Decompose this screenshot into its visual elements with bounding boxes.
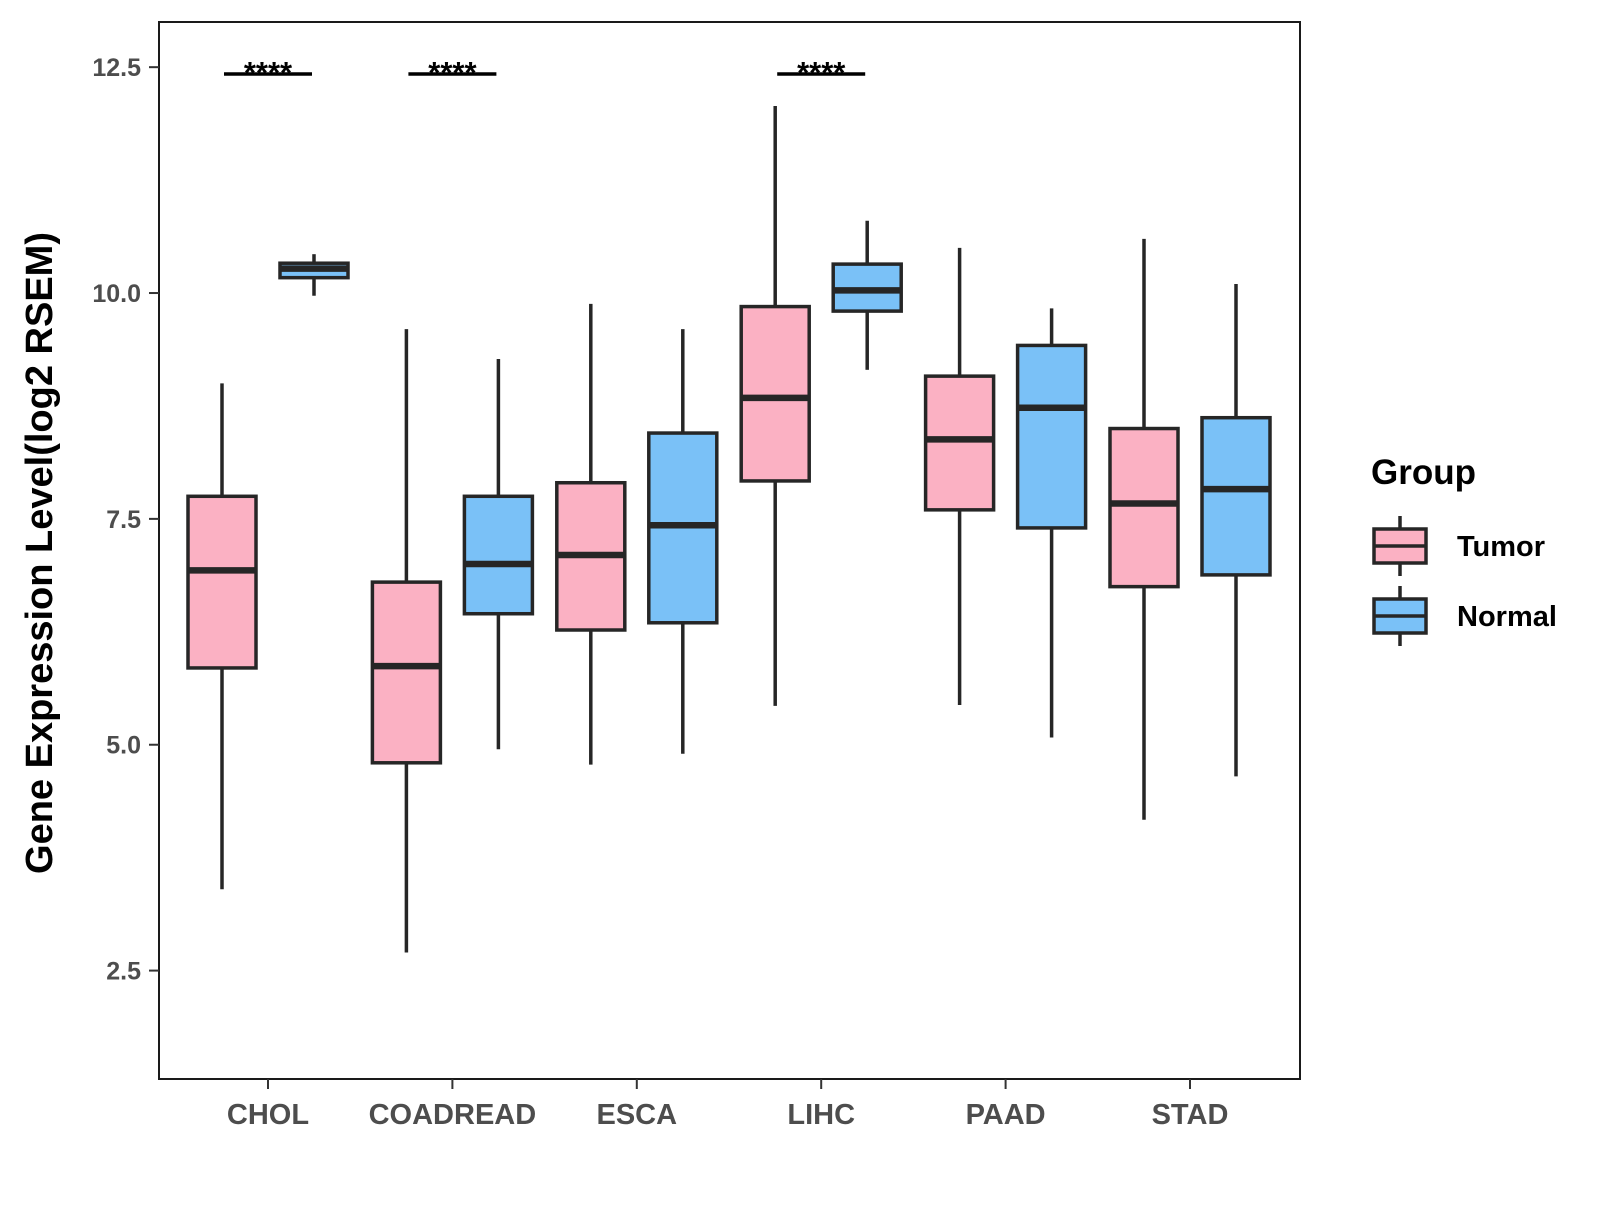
box-body: [1200, 415, 1272, 577]
box-body: [1108, 426, 1180, 589]
significance-annotations: **** **** ****: [224, 55, 866, 90]
x-tick-label-stad: STAD: [1152, 1099, 1229, 1131]
box-normal-coadread: [462, 358, 535, 750]
significance-label: ****: [428, 55, 477, 90]
y-tick-label: 12.5: [92, 54, 141, 82]
box-normal-stad: [1200, 283, 1272, 777]
legend-title: Group: [1371, 453, 1476, 492]
legend-label-tumor: Tumor: [1457, 531, 1545, 563]
legend-key-normal: [1372, 586, 1428, 646]
y-tick-label: 5.0: [106, 732, 141, 760]
box-normal-esca: [647, 329, 719, 754]
box-tumor-esca: [555, 303, 627, 765]
box-tumor-stad: [1108, 238, 1180, 820]
box-body: [370, 580, 443, 765]
box-tumor-coadread: [370, 329, 443, 953]
y-tick-label: 7.5: [106, 506, 141, 534]
box-body: [739, 304, 811, 483]
x-tick-label-chol: CHOL: [227, 1099, 309, 1131]
x-axis: CHOL COADREAD ESCA LIHC PAAD STAD: [227, 1079, 1228, 1131]
y-axis-label: Gene Expression Level(log2 RSEM): [19, 232, 61, 874]
box-normal-chol: [278, 254, 350, 296]
y-axis: 2.5 5.0 7.5 10.0 12.5: [92, 54, 159, 986]
x-tick-label-paad: PAAD: [966, 1099, 1046, 1131]
box-normal-lihc: [831, 220, 903, 370]
x-tick-label-coadread: COADREAD: [369, 1099, 537, 1131]
plot-panel: [158, 21, 1301, 1080]
legend-label-normal: Normal: [1457, 601, 1557, 633]
legend: Group Tumor Normal: [1371, 453, 1557, 646]
box-body: [1015, 343, 1088, 530]
legend-key-tumor: [1372, 516, 1428, 576]
x-tick-label-esca: ESCA: [597, 1099, 678, 1131]
significance-label: ****: [797, 55, 846, 90]
box-tumor-paad: [923, 247, 996, 705]
box-tumor-lihc: [739, 106, 811, 706]
y-tick-label: 10.0: [92, 280, 141, 308]
box-normal-paad: [1015, 308, 1088, 738]
y-tick-label: 2.5: [106, 958, 141, 986]
significance-label: ****: [244, 55, 293, 90]
box-body: [923, 374, 996, 512]
box-group: [186, 106, 1272, 953]
box-body: [462, 494, 535, 616]
panel-border: [158, 21, 1301, 1080]
box-body: [186, 494, 258, 670]
x-tick-label-lihc: LIHC: [787, 1099, 855, 1131]
box-tumor-chol: [186, 383, 258, 890]
